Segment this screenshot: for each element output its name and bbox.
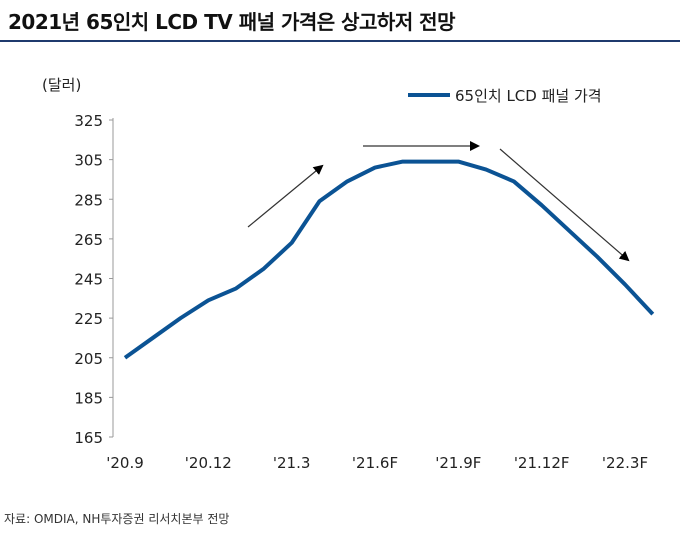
y-tick-label: 325 bbox=[74, 112, 103, 130]
x-tick-label: '22.3F bbox=[602, 454, 648, 472]
series-line bbox=[123, 159, 655, 360]
y-tick-label: 205 bbox=[74, 350, 103, 368]
y-tick-label: 245 bbox=[74, 271, 103, 289]
y-tick-label: 225 bbox=[74, 310, 103, 328]
y-axis-label: (달러) bbox=[42, 76, 81, 94]
y-tick-label: 305 bbox=[74, 152, 103, 170]
up-arrow bbox=[247, 164, 324, 228]
y-tick-label: 265 bbox=[74, 231, 103, 249]
x-tick-label: '21.6F bbox=[352, 454, 398, 472]
x-tick-label: '21.12F bbox=[514, 454, 570, 472]
x-tick-label: '21.3 bbox=[273, 454, 311, 472]
down-arrow bbox=[499, 148, 630, 262]
y-tick-label: 185 bbox=[74, 389, 103, 407]
trend-arrows bbox=[247, 141, 630, 262]
y-tick-label: 165 bbox=[74, 429, 103, 447]
y-tick-label: 285 bbox=[74, 191, 103, 209]
x-tick-label: '21.9F bbox=[435, 454, 481, 472]
x-tick-label: '20.9 bbox=[106, 454, 144, 472]
source-note: 자료: OMDIA, NH투자증권 리서치본부 전망 bbox=[4, 512, 230, 526]
x-tick-label: '20.12 bbox=[185, 454, 232, 472]
title-divider bbox=[0, 40, 680, 42]
chart-title: 2021년 65인치 LCD TV 패널 가격은 상고하저 전망 bbox=[8, 10, 455, 34]
legend-label: 65인치 LCD 패널 가격 bbox=[455, 87, 602, 105]
